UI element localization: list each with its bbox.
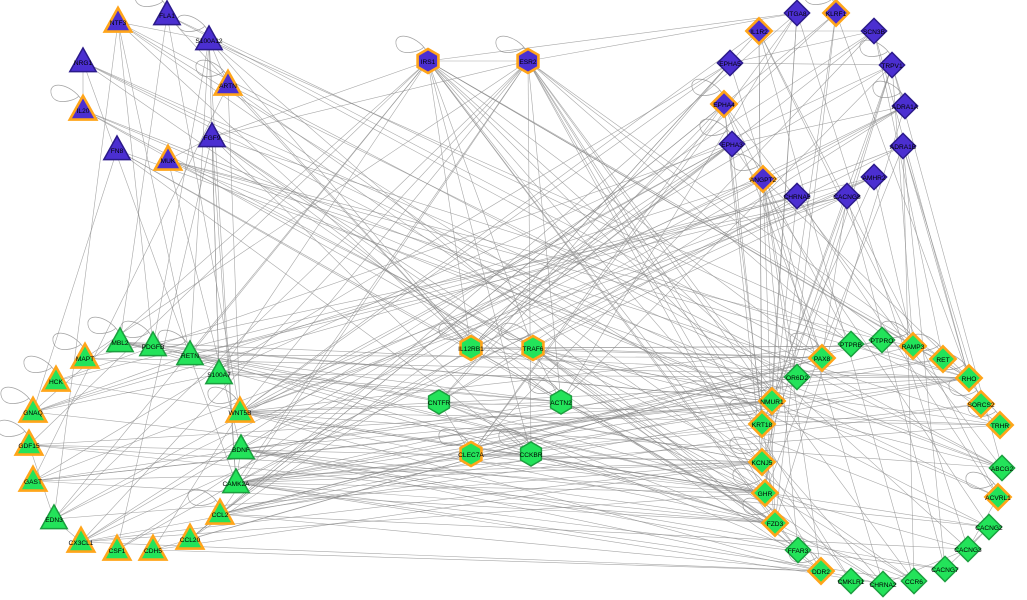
svg-text:KRT18: KRT18 <box>752 422 773 429</box>
svg-text:RET: RET <box>936 357 949 364</box>
svg-text:PTPRB: PTPRB <box>840 342 863 349</box>
svg-text:RHO: RHO <box>962 376 977 383</box>
svg-text:CCKBR: CCKBR <box>519 452 542 459</box>
svg-text:ADRA1B: ADRA1B <box>890 144 917 151</box>
svg-text:ITGA8: ITGA8 <box>787 11 806 18</box>
svg-text:CACNG8: CACNG8 <box>833 194 861 201</box>
svg-text:IL12RB1: IL12RB1 <box>458 346 484 353</box>
svg-text:NMUR1: NMUR1 <box>760 399 784 406</box>
svg-text:FN8: FN8 <box>111 148 124 155</box>
svg-text:CSF1: CSF1 <box>109 548 126 555</box>
svg-text:HCK: HCK <box>49 379 64 386</box>
svg-text:SORCS2: SORCS2 <box>967 402 994 409</box>
svg-text:ABCG2: ABCG2 <box>991 466 1014 473</box>
svg-text:FLA1: FLA1 <box>159 13 175 20</box>
svg-text:FGF9: FGF9 <box>204 135 221 142</box>
svg-text:IL20: IL20 <box>77 108 90 115</box>
svg-text:ADRA1A: ADRA1A <box>892 104 919 111</box>
svg-text:EPHA4: EPHA4 <box>713 102 735 109</box>
svg-text:WNT5B: WNT5B <box>228 410 252 417</box>
svg-text:CLEC7A: CLEC7A <box>458 452 484 459</box>
svg-text:MBL2: MBL2 <box>111 340 129 347</box>
svg-text:ACTN2: ACTN2 <box>550 400 572 407</box>
svg-text:FFAR3: FFAR3 <box>788 548 809 555</box>
svg-text:DDR2: DDR2 <box>812 569 830 576</box>
svg-text:IRS1: IRS1 <box>421 59 436 66</box>
svg-text:IL1R2: IL1R2 <box>750 29 768 36</box>
svg-text:OR6D2: OR6D2 <box>786 375 808 382</box>
svg-text:KLRF1: KLRF1 <box>826 11 847 18</box>
svg-text:NTF3: NTF3 <box>110 20 127 27</box>
svg-text:GDF15: GDF15 <box>18 443 40 450</box>
svg-text:CNTFR: CNTFR <box>428 400 451 407</box>
svg-text:CAMK2A: CAMK2A <box>222 481 250 488</box>
svg-text:S100A12: S100A12 <box>195 38 222 45</box>
svg-text:RAMP3: RAMP3 <box>902 344 925 351</box>
svg-text:BDNF: BDNF <box>232 447 250 454</box>
svg-text:SCN3B: SCN3B <box>863 29 886 36</box>
svg-text:CACNG7: CACNG7 <box>931 567 959 574</box>
svg-text:CX3CL1: CX3CL1 <box>69 540 94 547</box>
svg-text:CACNG2: CACNG2 <box>975 525 1003 532</box>
svg-text:S100A7: S100A7 <box>207 372 231 379</box>
svg-text:ARTN: ARTN <box>219 83 237 90</box>
svg-text:PDGFB: PDGFB <box>142 344 165 351</box>
svg-text:GAST: GAST <box>24 479 42 486</box>
svg-text:CHRNA2: CHRNA2 <box>869 582 896 589</box>
svg-text:CMKLR1: CMKLR1 <box>838 579 865 586</box>
svg-text:NRG1: NRG1 <box>74 60 93 67</box>
svg-text:CCL2: CCL2 <box>212 512 229 519</box>
svg-text:TRPV1: TRPV1 <box>881 63 903 70</box>
svg-text:MUK: MUK <box>161 158 176 165</box>
svg-text:TRAF6: TRAF6 <box>523 346 544 353</box>
svg-text:RETN: RETN <box>181 353 199 360</box>
svg-text:KCNJ5: KCNJ5 <box>752 460 773 467</box>
svg-text:CHRNA5: CHRNA5 <box>783 194 810 201</box>
svg-text:AMHR2: AMHR2 <box>862 175 885 182</box>
svg-text:ESR2: ESR2 <box>519 59 537 66</box>
svg-text:CCL20: CCL20 <box>180 537 201 544</box>
svg-text:EDN3: EDN3 <box>45 517 63 524</box>
svg-text:FZD3: FZD3 <box>767 521 784 528</box>
svg-text:CDH5: CDH5 <box>144 548 162 555</box>
svg-text:GHR: GHR <box>758 491 773 498</box>
svg-text:EPHA3: EPHA3 <box>721 142 743 149</box>
svg-text:PAX8: PAX8 <box>814 356 831 363</box>
svg-text:PTPRO: PTPRO <box>871 338 894 345</box>
svg-text:ACVRL1: ACVRL1 <box>985 495 1011 502</box>
svg-text:CACNG3: CACNG3 <box>954 547 982 554</box>
svg-text:TRHR: TRHR <box>991 423 1010 430</box>
svg-text:MAPT: MAPT <box>76 356 94 363</box>
svg-text:GNAQ: GNAQ <box>23 410 42 417</box>
svg-text:EPHA5: EPHA5 <box>719 61 741 68</box>
svg-text:ANGPT2: ANGPT2 <box>750 177 777 184</box>
svg-text:CCR6: CCR6 <box>905 579 923 586</box>
